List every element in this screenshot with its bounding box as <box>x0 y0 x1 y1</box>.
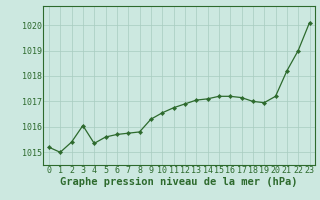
X-axis label: Graphe pression niveau de la mer (hPa): Graphe pression niveau de la mer (hPa) <box>60 177 298 187</box>
